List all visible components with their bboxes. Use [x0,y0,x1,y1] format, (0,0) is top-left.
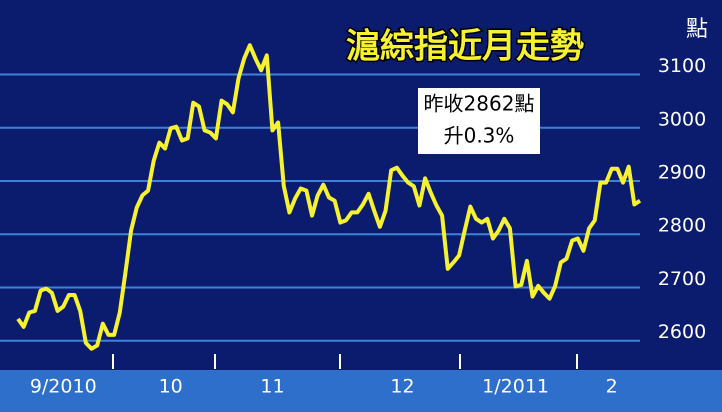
y-tick-label: 2600 [658,321,706,343]
x-tick-label: 1/2011 [482,376,549,398]
y-tick-label: 2900 [658,162,706,184]
y-tick-label: 2800 [658,215,706,237]
month-dividers [112,354,578,369]
chart-title: 滬綜指近月走勢 [346,27,584,67]
x-tick-label: 12 [390,376,414,398]
y-tick-label: 2700 [658,268,706,290]
grid [0,73,640,342]
annotation: 升0.3% [444,124,515,148]
y-tick-label: 3100 [658,55,706,77]
annotation-box [418,88,540,154]
x-tick-label: 11 [260,376,284,398]
x-tick-label: 9/2010 [30,376,97,398]
x-axis-band [0,370,722,412]
line [16,43,642,351]
annotation: 昨收2862點 [424,92,535,116]
y-tick-label: 3000 [658,108,706,130]
x-tick-label: 10 [159,376,183,398]
y-axis-unit: 點 [686,17,708,42]
x-tick-label: 2 [606,376,618,398]
